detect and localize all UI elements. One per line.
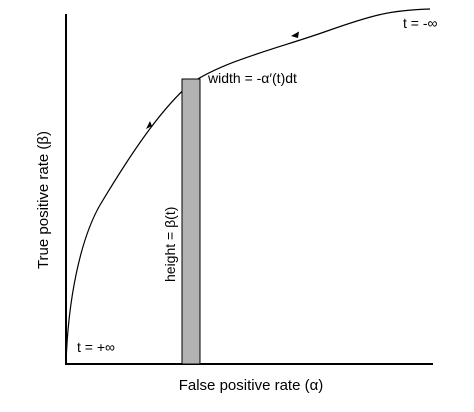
width-label: width = -α′(t)dt [207, 70, 297, 86]
roc-curve [65, 8, 431, 365]
curve-arrow-upper [291, 31, 299, 38]
t-neg-inf-label: t = -∞ [403, 15, 438, 31]
integration-bar [181, 78, 201, 365]
x-axis-label: False positive rate (α) [179, 377, 324, 394]
height-label: height = β(t) [162, 207, 178, 282]
curve-arrow-lower [146, 121, 152, 129]
y-axis-label: True positive rate (β) [35, 131, 52, 269]
t-pos-inf-label: t = +∞ [77, 339, 115, 355]
